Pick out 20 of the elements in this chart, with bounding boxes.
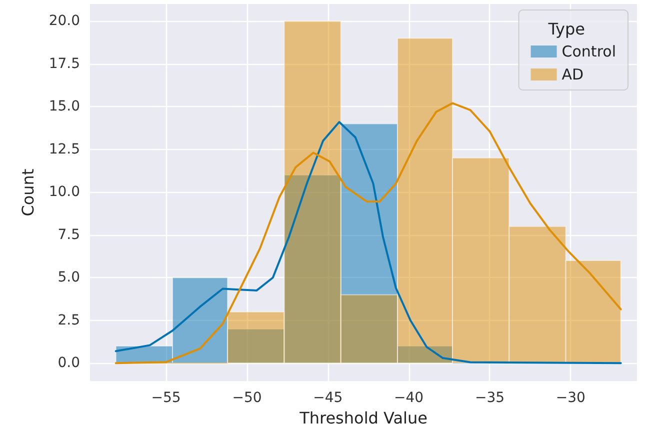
legend-label: Control [562,42,616,60]
x-tick-label: −45 [313,390,343,406]
x-tick-label: −40 [394,390,424,406]
y-tick-label: 5.0 [58,270,80,286]
legend-title: Type [547,20,585,38]
x-tick-label: −55 [151,390,181,406]
y-tick-label: 2.5 [58,312,80,328]
y-tick-label: 7.5 [58,226,80,243]
y-axis-title: Count [18,168,38,216]
y-tick-label: 12.5 [48,141,80,158]
y-tick-label: 17.5 [48,56,80,72]
x-axis-title: Threshold Value [298,408,428,428]
x-tick-label: −30 [556,390,586,406]
y-tick-label: 0.0 [58,355,80,372]
y-tick-label: 10.0 [48,184,80,200]
x-tick-label: −35 [474,390,505,406]
y-tick-label: 20.0 [48,13,80,30]
y-tick-label: 15.0 [48,98,80,115]
legend-label: AD [562,66,584,84]
x-tick-label: −50 [232,390,262,406]
